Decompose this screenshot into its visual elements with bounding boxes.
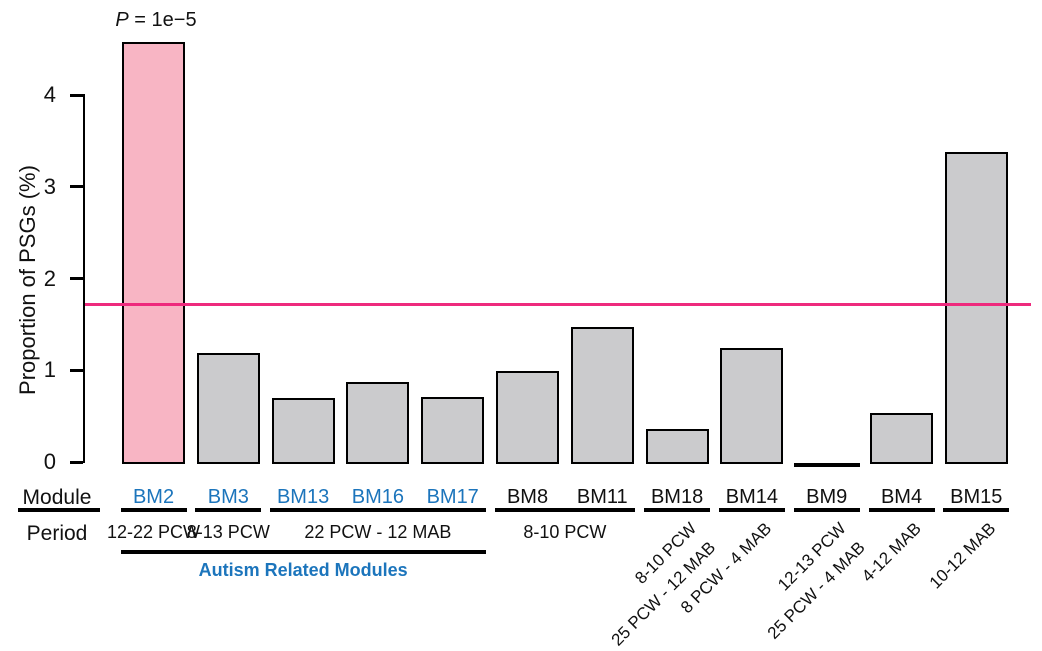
bar-BM14	[720, 347, 784, 465]
period-label-group3: 8-10 PCW	[523, 522, 607, 542]
y-tick-label: 0	[43, 449, 56, 474]
p-value-text: = 1e−5	[128, 9, 197, 31]
autism-group-label: Autism Related Modules	[198, 560, 408, 580]
period-label-group1: 8-13 PCW	[186, 522, 270, 542]
module-label-BM15: BM15	[950, 486, 1003, 508]
bar-BM11	[570, 327, 634, 465]
p-value-italic-p: P	[115, 9, 129, 31]
bar-BM13	[271, 398, 335, 465]
module-group-underline	[943, 508, 1010, 512]
module-group-underline	[718, 508, 785, 512]
y-tick-label: 1	[43, 357, 56, 383]
p-value-annotation: P = 1e−5	[115, 9, 196, 32]
module-label-BM4: BM4	[880, 486, 923, 508]
autism-group-line	[120, 550, 486, 554]
module-label-BM13: BM13	[276, 486, 330, 508]
bar-BM16	[346, 382, 410, 465]
module-label-BM18: BM18	[650, 486, 704, 508]
module-group-underline	[868, 508, 935, 512]
y-tick-mark	[70, 185, 83, 189]
y-axis-line	[82, 93, 85, 464]
bar-BM3	[196, 353, 260, 465]
module-label-BM3: BM3	[207, 486, 249, 508]
module-label-BM17: BM17	[426, 486, 479, 508]
y-tick-mark	[70, 460, 83, 464]
period-row-header: Period	[26, 522, 88, 545]
bar-BM9	[793, 463, 860, 467]
module-group-underline	[270, 508, 486, 512]
module-group-underline	[494, 508, 636, 512]
threshold-line	[85, 302, 1031, 307]
bar-BM15	[944, 152, 1008, 465]
module-label-BM2: BM2	[132, 486, 175, 508]
module-group-underline	[195, 508, 262, 512]
module-label-BM9: BM9	[806, 486, 848, 508]
period-label-group2: 22 PCW - 12 MAB	[304, 522, 452, 542]
y-tick-label: 2	[43, 265, 56, 291]
module-label-BM16: BM16	[351, 486, 405, 508]
bar-BM17	[421, 397, 485, 465]
module-label-BM8: BM8	[506, 486, 549, 508]
bar-BM18	[645, 429, 709, 465]
module-label-BM11: BM11	[576, 486, 628, 508]
module-group-underline	[120, 508, 187, 512]
y-tick-mark	[70, 368, 83, 372]
module-group-underline	[793, 508, 860, 512]
module-header-underline	[18, 508, 100, 512]
y-tick-label: 4	[43, 82, 56, 108]
module-group-underline	[644, 508, 711, 512]
y-tick-mark	[70, 277, 83, 281]
module-row-header: Module	[22, 486, 92, 509]
period-label-line: 10-12 MAB	[926, 518, 1000, 593]
bar-BM8	[496, 370, 559, 465]
bar-BM2	[122, 42, 185, 465]
y-tick-mark	[70, 93, 83, 97]
period-label-rotated-group8: 10-12 MAB	[923, 516, 1002, 595]
bar-BM4	[870, 412, 933, 465]
module-label-BM14: BM14	[725, 486, 779, 508]
period-label-group0: 12-22 PCW	[106, 522, 201, 542]
y-tick-label: 3	[43, 173, 56, 199]
